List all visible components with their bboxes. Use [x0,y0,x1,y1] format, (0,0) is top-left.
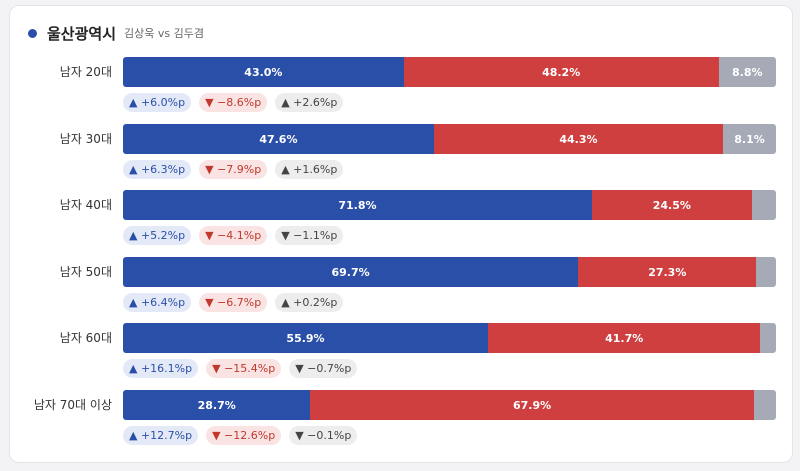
bar-segment-gray [753,390,776,420]
chart-header: 울산광역시 김상욱 vs 김두겸 [28,22,204,44]
data-label: 8.8% [731,65,763,79]
data-label: 55.9% [286,331,325,345]
bar-segment-red: 41.7% [488,323,761,353]
change-badge: ▼ −15.4%p [206,359,282,378]
bar-segment-blue: 43.0% [123,57,404,87]
stacked-bar: 55.9% 41.7% [123,323,776,353]
change-chips: ▲ +6.0%p ▼ −8.6%p ▲ +2.6%p [123,93,351,112]
bar-segment-blue: 71.8% [123,190,592,220]
bar-segment-blue: 28.7% [123,390,311,420]
data-label: 8.1% [734,132,765,146]
data-label: 47.6% [259,132,298,146]
change-chips: ▲ +6.3%p ▼ −7.9%p ▲ +1.6%p [123,160,351,179]
data-label: 24.5% [652,198,691,212]
data-label: 44.3% [559,132,598,146]
stacked-bar: 28.7% 67.9% [123,390,776,420]
change-badge: ▲ +6.0%p [123,93,192,112]
stacked-bar: 71.8% 24.5% [123,190,776,220]
change-badge: ▲ +12.7%p [123,426,199,445]
bar-segment-red: 44.3% [433,124,724,154]
data-label: 27.3% [648,265,687,279]
change-chips: ▲ +6.4%p ▼ −6.7%p ▲ +0.2%p [123,293,351,312]
bar-segment-red: 67.9% [310,390,754,420]
data-label: 48.2% [542,65,581,79]
bar-segment-gray: 8.8% [718,57,776,87]
change-badge: ▲ +6.4%p [123,293,192,312]
stacked-bar: 69.7% 27.3% [123,257,776,287]
data-label: 41.7% [605,331,644,345]
change-badge: ▼ −1.1%p [275,226,344,245]
change-badge: ▼ −8.6%p [199,93,268,112]
chart-subtitle: 김상욱 vs 김두겸 [124,27,204,40]
row-label: 남자 30대 [59,132,112,146]
change-badge: ▼ −4.1%p [199,226,268,245]
row-label: 남자 20대 [59,65,112,79]
change-badge: ▲ +16.1%p [123,359,199,378]
change-chips: ▲ +5.2%p ▼ −4.1%p ▼ −1.1%p [123,226,351,245]
data-label: 69.7% [331,265,370,279]
change-badge: ▼ −7.9%p [199,160,268,179]
bar-segment-blue: 47.6% [123,124,434,154]
bar-segment-red: 48.2% [403,57,719,87]
row-label: 남자 40대 [59,198,112,212]
bar-segment-red: 24.5% [591,190,752,220]
chart-title: 울산광역시 [47,24,117,43]
bar-segment-gray [760,323,776,353]
row-label: 남자 50대 [59,265,112,279]
row-label: 남자 70대 이상 [33,398,112,412]
change-chips: ▲ +16.1%p ▼ −15.4%p ▼ −0.7%p [123,359,365,378]
change-badge: ▲ +0.2%p [275,293,344,312]
change-chips: ▲ +12.7%p ▼ −12.6%p ▼ −0.1%p [123,426,365,445]
data-label: 28.7% [197,398,236,412]
change-badge: ▲ +1.6%p [275,160,344,179]
change-badge: ▲ +2.6%p [275,93,344,112]
bar-segment-blue: 55.9% [123,323,489,353]
data-label: 71.8% [338,198,377,212]
stacked-bar: 43.0% 48.2% 8.8% [123,57,776,87]
bar-segment-blue: 69.7% [123,257,579,287]
change-badge: ▼ −6.7%p [199,293,268,312]
data-label: 67.9% [513,398,552,412]
change-badge: ▼ −0.1%p [289,426,358,445]
change-badge: ▲ +5.2%p [123,226,192,245]
change-badge: ▲ +6.3%p [123,160,192,179]
data-label: 43.0% [244,65,283,79]
stacked-bar: 47.6% 44.3% 8.1% [123,124,776,154]
region-dot-icon [28,28,37,38]
bar-segment-gray [751,190,776,220]
change-badge: ▼ −12.6%p [206,426,282,445]
bar-segment-gray [756,257,776,287]
bar-segment-gray: 8.1% [723,124,776,154]
bar-segment-red: 27.3% [578,257,757,287]
change-badge: ▼ −0.7%p [289,359,358,378]
row-label: 남자 60대 [59,331,112,345]
